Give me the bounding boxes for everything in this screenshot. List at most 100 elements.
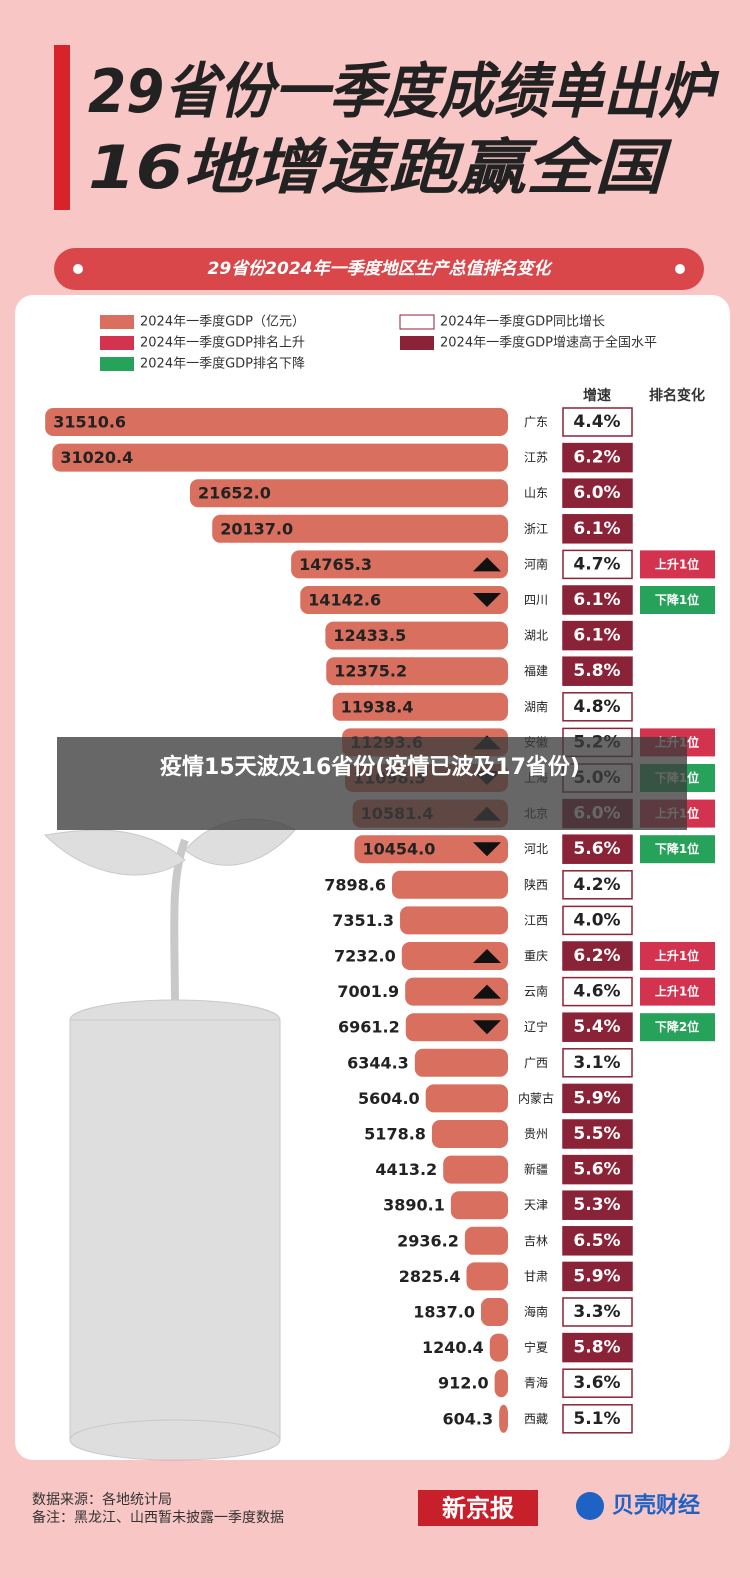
province: 江西 [524,913,548,927]
growth-label: 4.2% [573,875,620,895]
province: 河南 [524,556,548,571]
value-label: 5604.0 [358,1089,420,1108]
growth-label: 5.1% [573,1409,620,1429]
rank-label: 下降2位 [655,1019,699,1034]
growth-box [562,1226,633,1256]
value-label: 3890.1 [383,1196,445,1215]
growth-box [562,620,633,651]
province: 新疆 [524,1162,548,1177]
bar [45,408,509,436]
growth-label: 6.1% [573,590,620,610]
brand: 新京报 [442,1494,514,1523]
province: 山东 [524,486,548,500]
value-label: 21652.0 [198,484,271,503]
bar [391,870,508,899]
province: 广西 [524,1056,548,1070]
growth-box [562,692,633,722]
legend-swatch [100,357,134,371]
legend-swatch [100,315,134,329]
province: 湖北 [524,628,548,643]
province: 宁夏 [524,1340,548,1355]
province: 西藏 [524,1412,548,1426]
bar [291,550,508,579]
rank-box [640,977,715,1006]
province: 贵州 [524,1127,548,1141]
growth-box [562,442,633,473]
value-label: 7351.3 [332,911,394,930]
overlay-caption: 疫情15天波及16省份(疫情已波及17省份) [160,755,580,780]
rank-label: 上升1位 [655,948,699,963]
province: 河北 [524,842,548,856]
title-line: 29省份一季度成绩单出炉 [88,57,719,127]
province: 福建 [524,663,548,678]
rank-arrow [473,842,501,857]
panel [15,295,730,1460]
growth-label: 5.5% [573,1124,620,1144]
value-label: 6344.3 [347,1053,409,1072]
province: 广东 [524,415,548,429]
rank-label: 下降1位 [655,841,699,856]
growth-box [562,1048,633,1078]
value-label: 12433.5 [333,626,406,645]
province: 浙江 [524,522,548,536]
value-label: 7232.0 [334,947,396,966]
growth-box [562,1012,633,1042]
bar [443,1155,508,1184]
province: 湖南 [524,699,548,714]
value-label: 4413.2 [375,1160,437,1179]
note: 备注：黑龙江、山西暂未披露一季度数据 [32,1509,284,1526]
source: 数据来源：各地统计局 [32,1492,172,1508]
banner-dot [73,264,83,274]
growth-box [562,870,633,900]
growth-label: 6.5% [573,1231,620,1251]
value-label: 31020.4 [60,448,133,467]
value-label: 912.0 [438,1374,489,1393]
value-label: 14765.3 [299,555,372,574]
legend-swatch [100,336,134,350]
rank-box [640,1013,715,1042]
growth-label: 6.2% [573,946,620,966]
province: 甘肃 [524,1269,548,1283]
growth-box [562,1083,633,1114]
growth-box [562,1119,633,1149]
growth-label: 5.8% [573,661,620,681]
rank-arrow [473,984,501,999]
growth-label: 5.9% [573,1266,620,1286]
bar [450,1191,508,1220]
growth-label: 3.3% [573,1302,620,1322]
legend-label: 2024年一季度GDP（亿元） [140,314,305,330]
growth-box [562,1154,633,1185]
legend-label: 2024年一季度GDP同比增长 [440,314,605,330]
province: 辽宁 [524,1019,548,1034]
growth-box [562,941,633,971]
province: 重庆 [524,949,548,963]
rank-arrow [473,949,501,963]
legend-label: 2024年一季度GDP排名上升 [140,335,305,351]
coin-illustration [43,818,296,1461]
subtitle-banner [54,248,704,290]
province: 四川 [524,593,548,607]
growth-label: 4.8% [573,697,620,717]
growth-box [562,1261,633,1292]
banner-dot [675,264,685,274]
growth-box [562,407,633,437]
value-label: 31510.6 [53,413,126,432]
column-header: 排名变化 [649,387,705,404]
growth-label: 4.0% [573,910,620,930]
column-header: 增速 [583,387,611,404]
bar [354,835,508,864]
growth-box [562,834,633,864]
value-label: 20137.0 [220,519,293,538]
value-label: 2936.2 [397,1231,459,1250]
value-label: 2825.4 [399,1267,461,1286]
title-accent [54,45,70,210]
brand: 贝壳财经 [612,1493,700,1519]
bar [499,1404,508,1433]
province: 吉林 [524,1234,548,1248]
legend-label: 2024年一季度GDP排名下降 [140,356,305,372]
bar [212,514,509,543]
legend-swatch [400,336,434,350]
bar [414,1048,508,1077]
value-label: 11938.4 [341,697,414,716]
rank-label: 上升1位 [655,984,699,999]
